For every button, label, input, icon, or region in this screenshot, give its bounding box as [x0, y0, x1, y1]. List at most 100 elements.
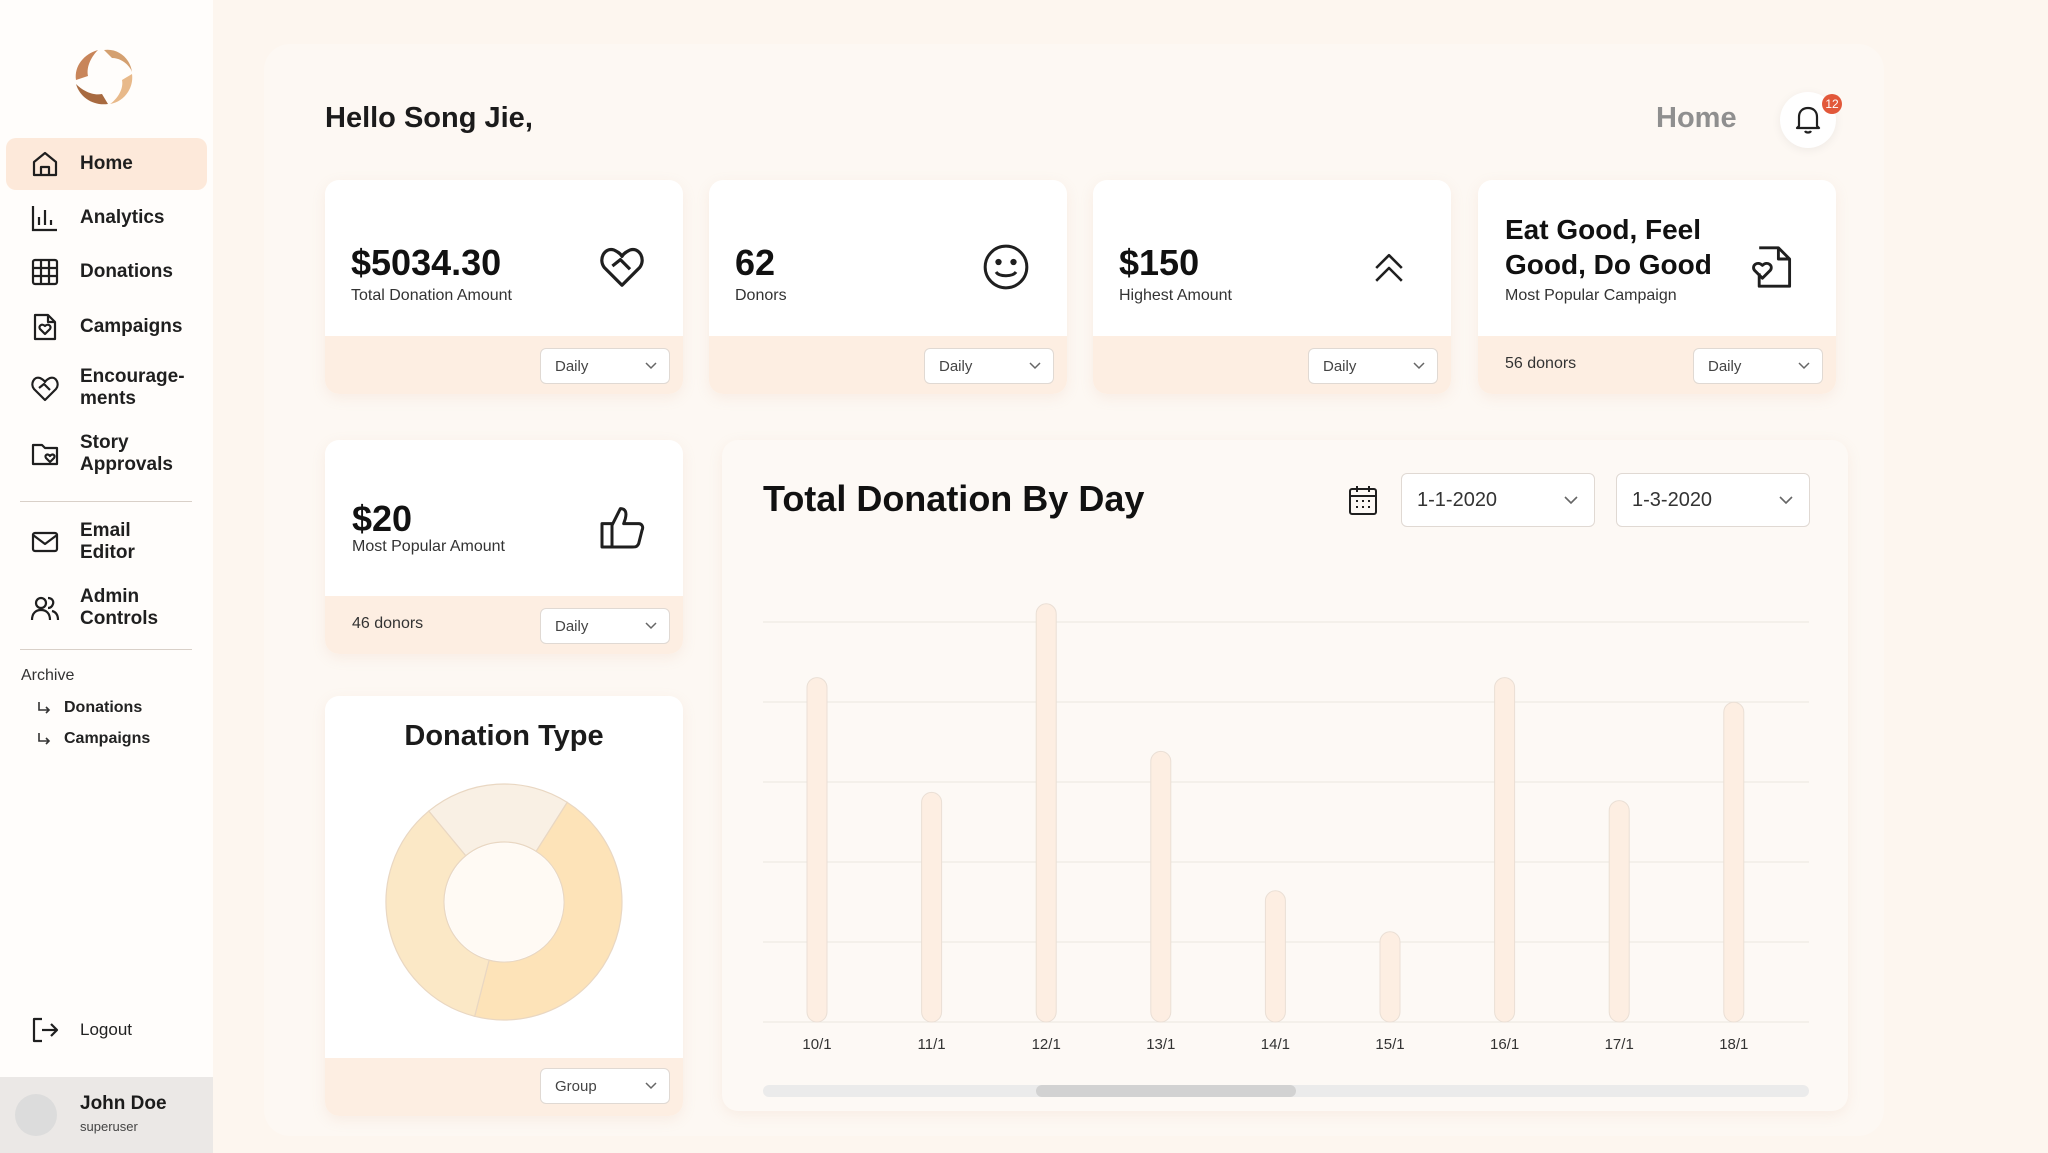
sidebar-item-story-approvals[interactable]: Story Approvals: [6, 427, 207, 481]
donut-hole: [445, 843, 563, 961]
return-arrow-icon: [38, 702, 51, 714]
scrollbar-thumb[interactable]: [1036, 1085, 1296, 1097]
x-tick-label: 11/1: [918, 1036, 946, 1053]
sidebar-item-email-editor[interactable]: Email Editor: [6, 515, 207, 569]
stat-card-donors: 62 Donors Daily: [709, 180, 1067, 394]
home-icon: [32, 151, 58, 177]
avatar: [15, 1094, 57, 1136]
chevron-down-icon: [645, 622, 657, 630]
folder-heart-icon: [31, 443, 59, 466]
donut-slice: [427, 783, 569, 857]
sidebar-item-label: Donations: [80, 261, 173, 282]
sidebar-item-label: Admin Controls: [80, 586, 159, 629]
date-from-dropdown[interactable]: 1-1-2020: [1401, 473, 1595, 527]
x-tick-label: 16/1: [1490, 1036, 1519, 1053]
dropdown-value: 1-1-2020: [1417, 488, 1498, 511]
chart-bar[interactable]: [1379, 931, 1401, 1023]
sidebar-item-home[interactable]: Home: [6, 138, 207, 190]
chart-bar[interactable]: [806, 677, 828, 1023]
chart-title: Total Donation By Day: [763, 478, 1145, 519]
chart-bar[interactable]: [1150, 750, 1172, 1023]
period-dropdown[interactable]: Daily: [1308, 348, 1438, 384]
archive-title: Archive: [21, 667, 75, 684]
chevron-down-icon: [1413, 362, 1425, 370]
group-dropdown[interactable]: Group: [540, 1068, 670, 1104]
chart-bar[interactable]: [1608, 800, 1630, 1023]
x-tick-label: 13/1: [1146, 1036, 1175, 1053]
stat-label: Most Popular Amount: [352, 538, 505, 555]
chart-bar[interactable]: [1723, 701, 1745, 1023]
sidebar-item-label: Campaigns: [80, 316, 183, 337]
stat-label: Total Donation Amount: [351, 287, 512, 304]
x-tick-label: 14/1: [1261, 1036, 1290, 1053]
chevron-down-icon: [645, 1082, 657, 1090]
mail-icon: [31, 531, 59, 553]
heart-handshake-icon: [31, 376, 59, 402]
donation-type-title: Donation Type: [404, 720, 604, 752]
chart-bar[interactable]: [1494, 677, 1516, 1023]
archive-item-donations[interactable]: Donations: [36, 699, 142, 717]
x-tick-label: 17/1: [1605, 1036, 1634, 1053]
user-profile[interactable]: John Doe superuser: [0, 1077, 213, 1153]
bell-icon: [1795, 106, 1821, 134]
greeting: Hello Song Jie,: [325, 102, 533, 134]
x-tick-label: 18/1: [1719, 1036, 1748, 1053]
double-chevron-up-icon: [1375, 253, 1403, 282]
period-dropdown[interactable]: Daily: [540, 608, 670, 644]
sidebar-item-encouragements[interactable]: Encourage- ments: [6, 361, 207, 415]
date-to-dropdown[interactable]: 1-3-2020: [1616, 473, 1810, 527]
chevron-down-icon: [1798, 362, 1810, 370]
sidebar-item-admin-controls[interactable]: Admin Controls: [6, 581, 207, 635]
sidebar-divider: [20, 649, 192, 650]
sidebar-item-campaigns[interactable]: Campaigns: [6, 301, 207, 353]
sidebar-divider: [20, 501, 192, 502]
sidebar-item-label: Encourage- ments: [80, 366, 185, 409]
users-icon: [30, 596, 60, 621]
breadcrumb[interactable]: Home: [1656, 102, 1737, 134]
donation-type-donut: [385, 783, 623, 1021]
donor-count: 56 donors: [1505, 355, 1577, 372]
donut-slice: [473, 801, 623, 1021]
chart-scrollbar[interactable]: [763, 1085, 1809, 1097]
chart-bar[interactable]: [1264, 890, 1286, 1023]
sidebar-item-label: Home: [80, 153, 133, 174]
sidebar-item-label: Email Editor: [80, 520, 135, 563]
donation-type-card: Donation Type Group: [325, 696, 683, 1116]
chart-bar[interactable]: [921, 791, 943, 1023]
sidebar-item-analytics[interactable]: Analytics: [6, 192, 207, 244]
smiley-icon: [983, 244, 1029, 290]
calendar-icon[interactable]: [1348, 484, 1378, 516]
heart-handshake-icon: [600, 247, 644, 287]
notification-badge: 12: [1822, 94, 1842, 114]
period-dropdown[interactable]: Daily: [540, 348, 670, 384]
chevron-down-icon: [1779, 496, 1793, 505]
campaign-icon: [33, 313, 57, 341]
chevron-down-icon: [1029, 362, 1041, 370]
dropdown-value: Daily: [1323, 357, 1357, 375]
stat-value: $150: [1119, 242, 1200, 283]
logo-icon: [75, 49, 133, 105]
return-arrow-icon: [38, 733, 51, 745]
grid-icon: [31, 258, 59, 286]
thumbs-up-icon: [600, 507, 645, 549]
chevron-down-icon: [645, 362, 657, 370]
logout-button[interactable]: Logout: [30, 1015, 132, 1045]
stat-value: 62: [735, 242, 776, 283]
stat-card-highest-amount: $150 Highest Amount Daily: [1093, 180, 1451, 394]
period-dropdown[interactable]: Daily: [1693, 348, 1823, 384]
archive-item-campaigns[interactable]: Campaigns: [36, 730, 150, 748]
dropdown-value: Group: [555, 1077, 597, 1095]
sidebar-item-donations[interactable]: Donations: [6, 246, 207, 298]
user-role: superuser: [80, 1119, 138, 1134]
sidebar: Home Analytics Donations Campaigns Encou…: [0, 0, 213, 1153]
sidebar-item-label: Story Approvals: [80, 432, 173, 475]
period-dropdown[interactable]: Daily: [924, 348, 1054, 384]
donor-count: 46 donors: [352, 615, 424, 632]
stat-label: Most Popular Campaign: [1505, 287, 1677, 304]
x-tick-label: 12/1: [1032, 1036, 1061, 1053]
logout-icon: [32, 1017, 59, 1043]
document-heart-icon: [1752, 246, 1792, 288]
dropdown-value: Daily: [555, 617, 589, 635]
chart-bar[interactable]: [1035, 603, 1057, 1023]
x-tick-label: 10/1: [802, 1036, 831, 1053]
